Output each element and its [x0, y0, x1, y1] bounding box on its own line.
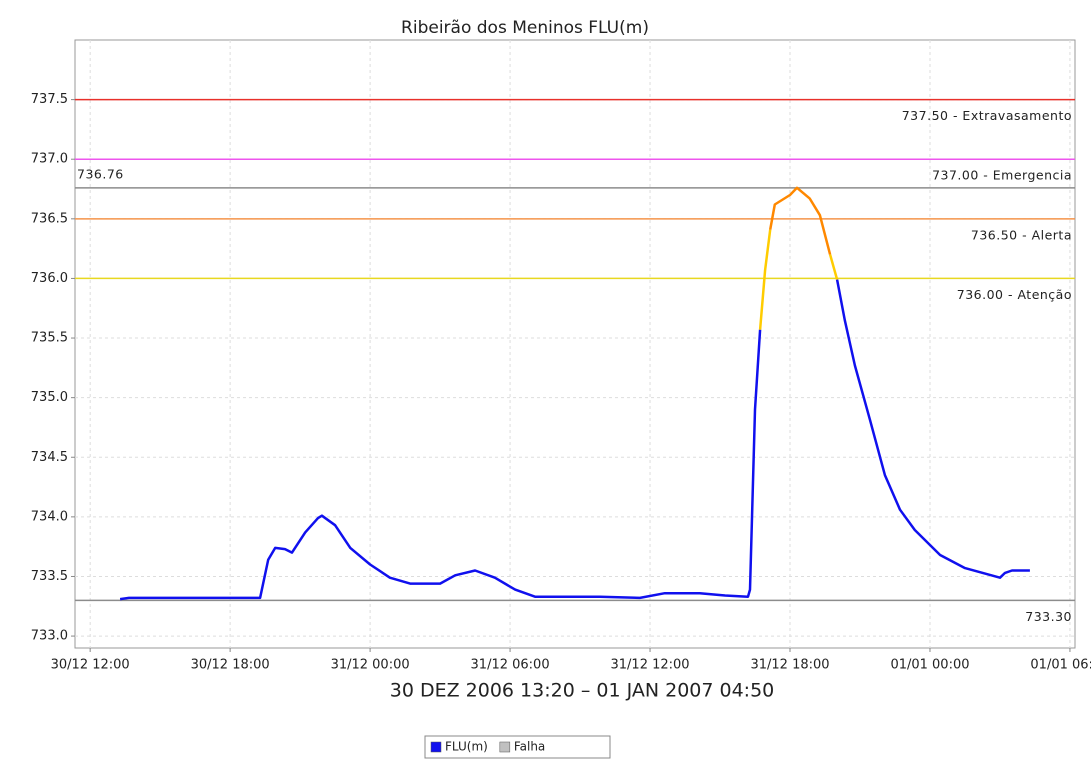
reference-label: 736.76 — [77, 166, 124, 181]
data-line — [758, 229, 772, 330]
x-tick-label: 31/12 06:00 — [471, 658, 550, 673]
reference-label: 733.30 — [1025, 609, 1072, 624]
plot-area — [74, 39, 1076, 649]
legend-label: Falha — [514, 740, 545, 754]
y-tick-label: 734.5 — [31, 450, 68, 465]
x-tick-label: 01/01 06:00 — [1030, 658, 1091, 673]
y-tick-label: 737.0 — [31, 152, 68, 167]
x-tick-label: 01/01 00:00 — [890, 658, 969, 673]
x-tick-label: 31/12 12:00 — [611, 658, 690, 673]
legend-swatch — [430, 741, 442, 753]
x-tick-label: 30/12 12:00 — [51, 658, 130, 673]
data-line — [835, 279, 1030, 579]
y-tick-label: 733.0 — [31, 629, 68, 644]
legend-label: FLU(m) — [445, 740, 488, 754]
reference-label: 736.00 - Atenção — [957, 287, 1072, 302]
x-tick-label: 31/12 18:00 — [750, 658, 829, 673]
y-tick-label: 737.5 — [31, 92, 68, 107]
reference-label: 737.50 - Extravasamento — [902, 108, 1072, 123]
y-tick-label: 734.0 — [31, 509, 68, 524]
x-tick-label: 31/12 00:00 — [331, 658, 410, 673]
y-tick-label: 736.0 — [31, 271, 68, 286]
data-line — [768, 186, 832, 255]
reference-label: 737.00 - Emergencia — [932, 168, 1072, 183]
reference-label: 736.50 - Alerta — [971, 227, 1072, 242]
y-tick-label: 733.5 — [31, 569, 68, 584]
data-line — [828, 254, 839, 280]
y-tick-label: 735.5 — [31, 331, 68, 346]
legend-box — [424, 735, 611, 759]
chart-title: Ribeirão dos Meninos FLU(m) — [401, 18, 649, 38]
legend-swatch — [499, 741, 511, 753]
y-tick-label: 736.5 — [31, 211, 68, 226]
data-line — [119, 329, 762, 601]
x-axis-label: 30 DEZ 2006 13:20 – 01 JAN 2007 04:50 — [390, 680, 775, 702]
x-tick-label: 30/12 18:00 — [191, 658, 270, 673]
y-tick-label: 735.0 — [31, 390, 68, 405]
